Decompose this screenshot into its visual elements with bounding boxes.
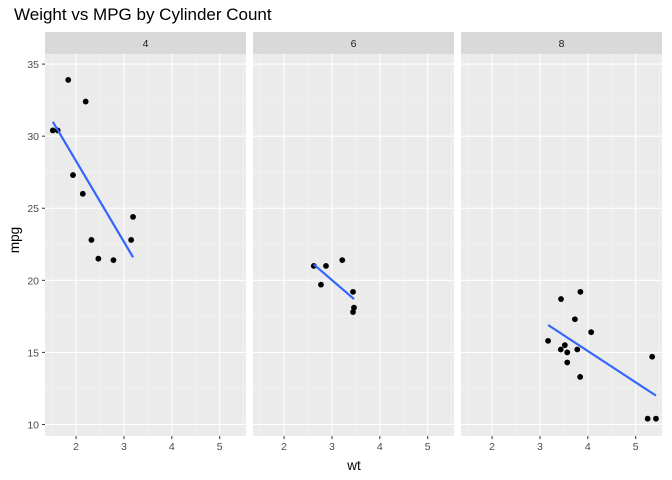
- data-point: [130, 213, 136, 220]
- chart-title: Weight vs MPG by Cylinder Count: [14, 5, 272, 24]
- x-tick-label: 4: [585, 441, 591, 453]
- x-tick-label: 3: [329, 441, 335, 453]
- fit-line: [51, 121, 135, 258]
- x-axes: 2 3 4 5 2 3 4 5 2 3 4 5: [73, 436, 639, 453]
- data-point: [128, 237, 135, 243]
- data-point: [572, 316, 578, 323]
- data-point: [649, 353, 656, 360]
- data-point: [70, 172, 76, 178]
- data-point: [653, 415, 659, 422]
- data-point: [49, 127, 56, 134]
- y-tick-label: 35: [27, 59, 39, 71]
- x-tick-label: 5: [633, 441, 639, 453]
- facet-strip: [253, 32, 454, 54]
- x-tick-label: 2: [489, 441, 495, 453]
- panel-background: [461, 54, 662, 436]
- x-tick-label: 3: [537, 441, 543, 453]
- data-point: [323, 263, 329, 269]
- data-point: [577, 373, 584, 380]
- x-axis-title: wt: [346, 458, 361, 473]
- facet-strip-label: 8: [559, 38, 565, 50]
- data-point: [558, 296, 564, 302]
- data-point: [88, 237, 95, 243]
- data-point: [545, 337, 551, 344]
- y-tick-label: 20: [27, 275, 39, 287]
- data-point: [350, 288, 356, 295]
- y-tick-label: 30: [27, 131, 39, 143]
- data-point: [561, 342, 568, 349]
- data-point: [564, 359, 571, 366]
- data-point: [588, 329, 595, 336]
- facet-panel-6: 6: [253, 32, 454, 436]
- panel-background: [253, 54, 454, 436]
- facet-strip: [45, 32, 246, 54]
- fit-line: [313, 263, 355, 300]
- x-tick-label: 3: [121, 441, 127, 453]
- y-tick-label: 15: [27, 347, 39, 359]
- facet-panel-4: 4: [45, 32, 246, 436]
- x-tick-label: 5: [425, 441, 431, 453]
- facet-panel-8: 8: [461, 32, 662, 436]
- data-point: [557, 346, 564, 353]
- data-point: [351, 304, 357, 311]
- data-point: [79, 190, 86, 197]
- fit-line: [547, 324, 657, 397]
- x-tick-label: 2: [73, 441, 79, 453]
- data-point: [318, 281, 324, 288]
- y-tick-label: 10: [27, 419, 39, 431]
- data-point: [564, 349, 571, 356]
- x-tick-label: 4: [377, 441, 383, 453]
- data-point: [82, 98, 89, 105]
- data-point: [350, 309, 356, 315]
- facet-panels: 4 6 8: [45, 32, 662, 436]
- data-point: [110, 257, 117, 264]
- panel-background: [45, 54, 246, 436]
- data-point: [644, 415, 651, 422]
- facet-strip-label: 6: [351, 38, 357, 50]
- data-point: [339, 257, 346, 264]
- facet-strip: [461, 32, 662, 54]
- data-point: [577, 288, 584, 295]
- x-tick-label: 5: [217, 441, 223, 453]
- y-axis: 10 15 20 25 30 35: [27, 59, 45, 431]
- data-point: [95, 255, 102, 262]
- x-tick-label: 2: [281, 441, 287, 453]
- data-point: [65, 77, 72, 83]
- y-tick-label: 25: [27, 203, 39, 215]
- x-tick-label: 4: [169, 441, 175, 453]
- facet-strip-label: 4: [143, 38, 149, 50]
- data-point: [574, 346, 581, 353]
- y-axis-title: mpg: [7, 227, 22, 253]
